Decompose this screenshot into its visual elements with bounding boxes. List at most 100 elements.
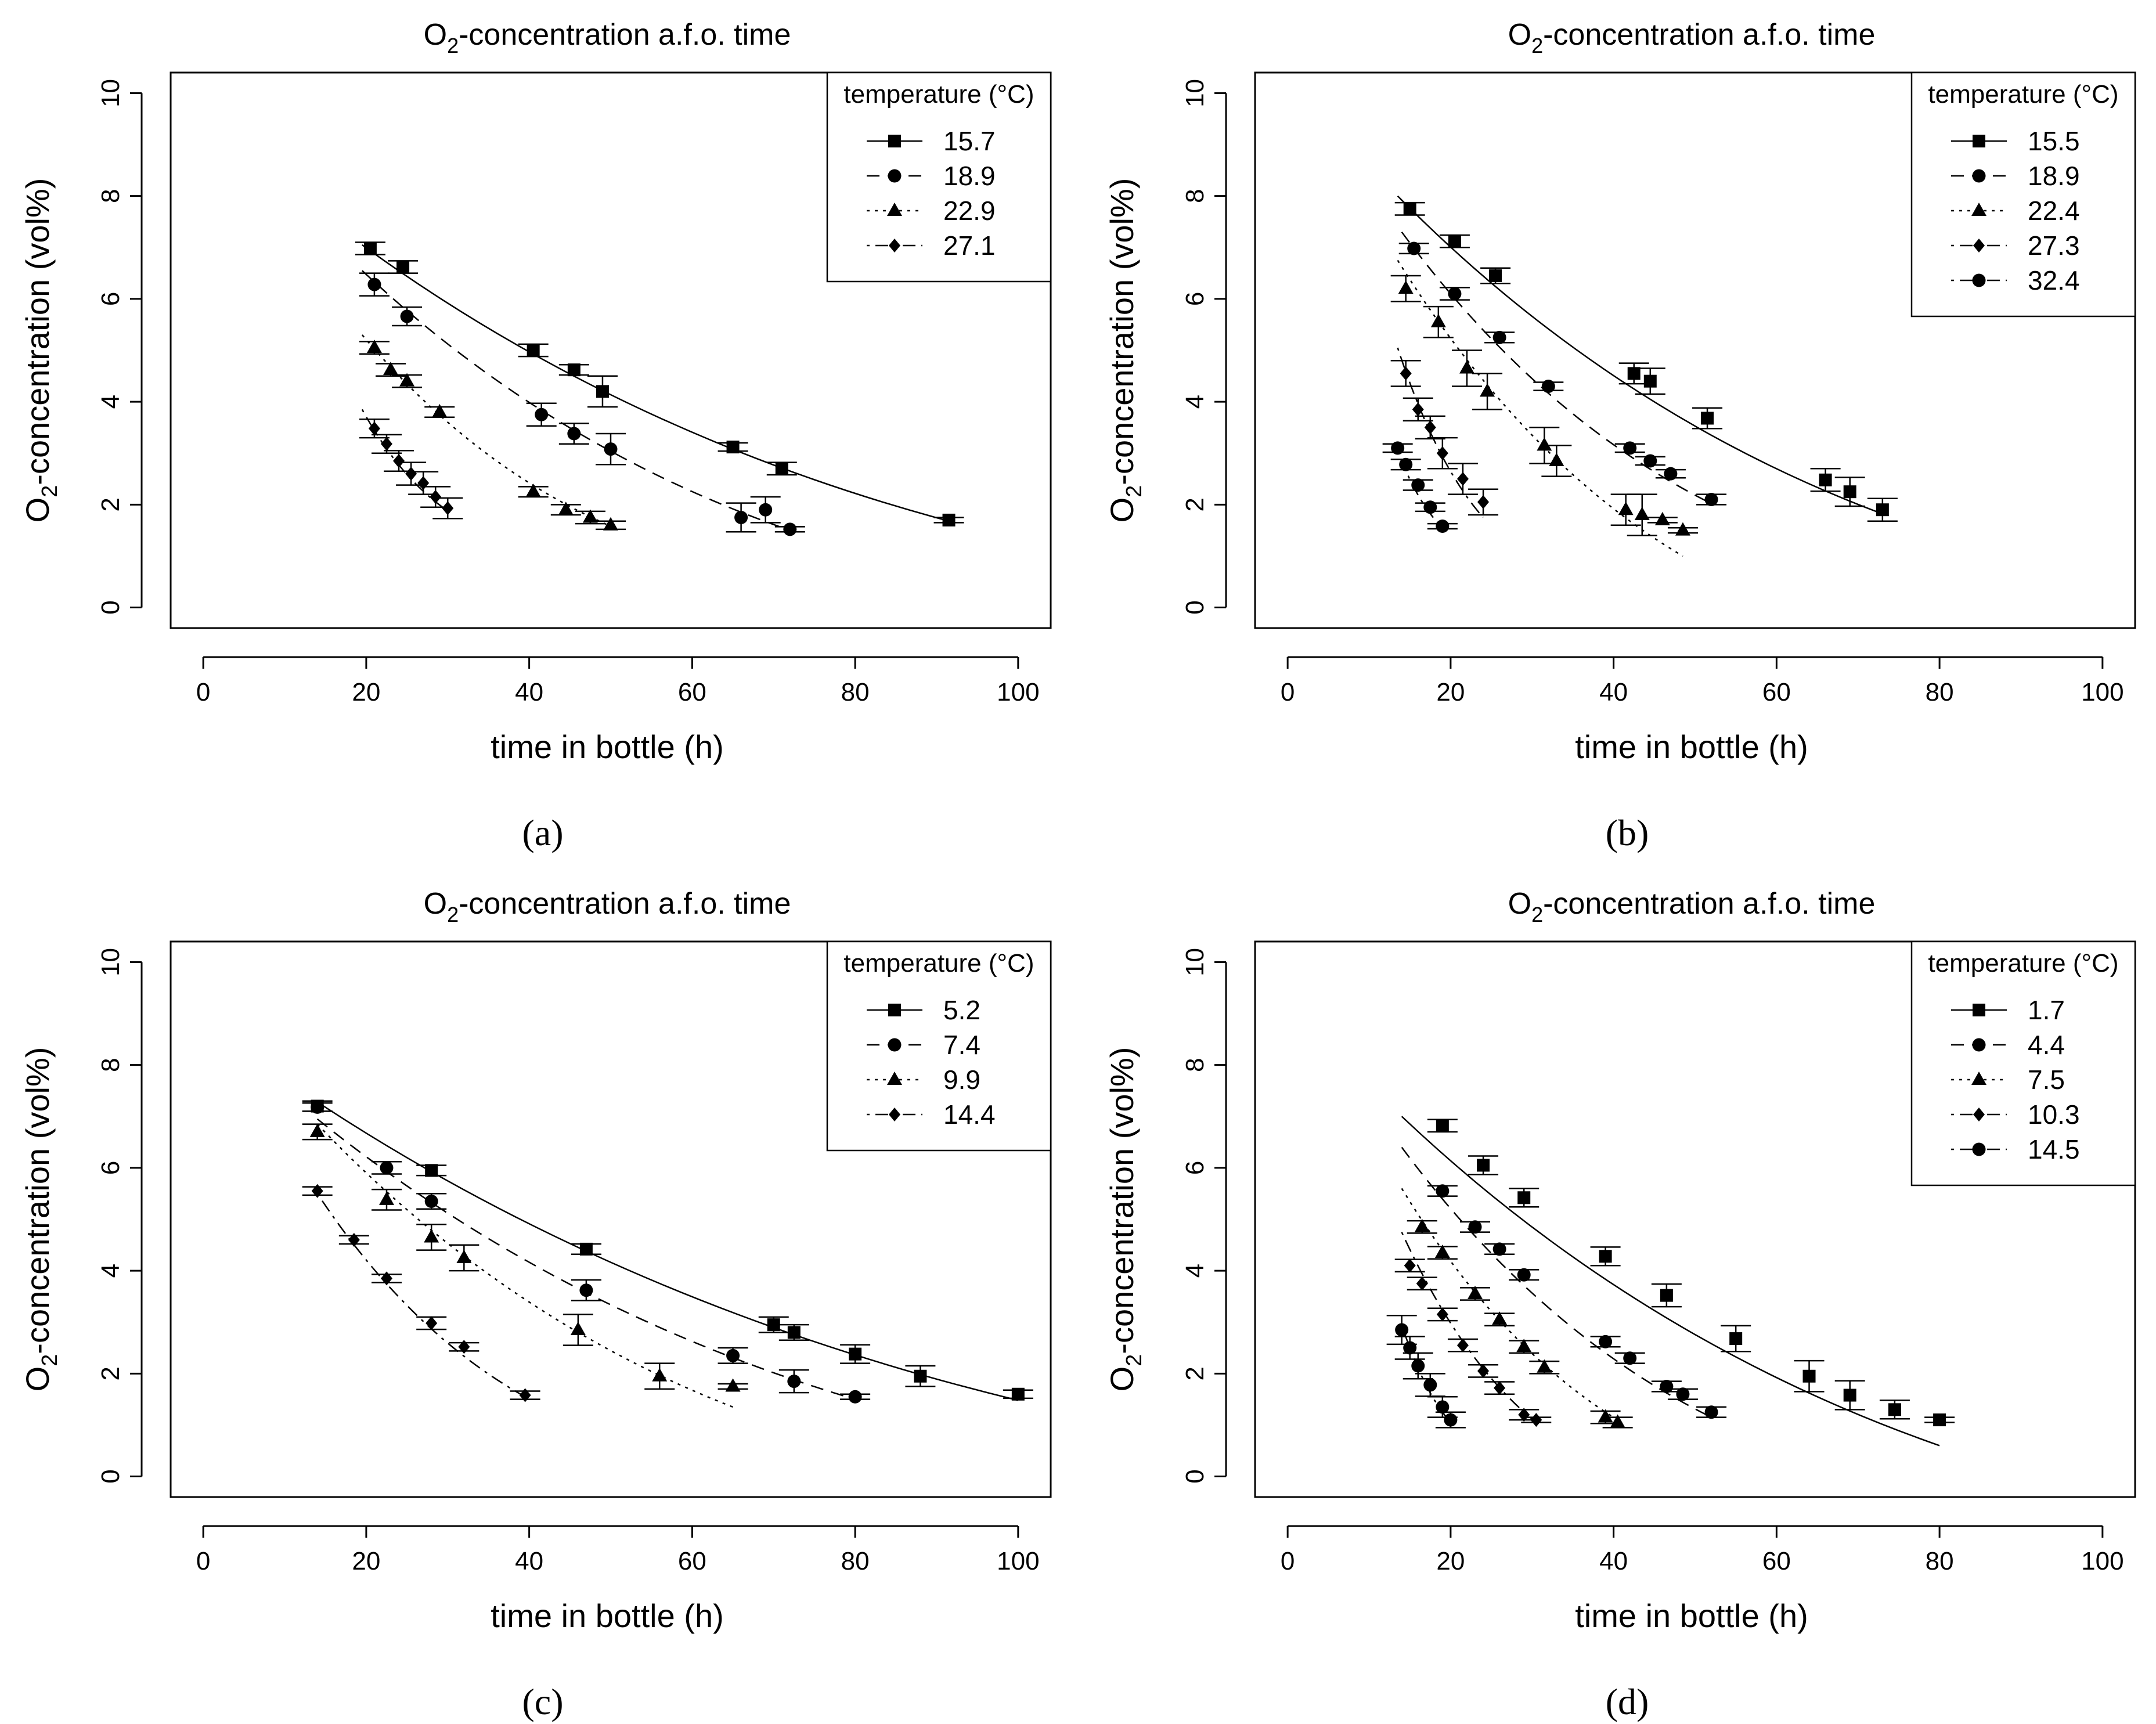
y-axis-title-sub: 2 <box>1122 485 1146 497</box>
data-point <box>1675 522 1690 536</box>
data-point <box>579 1242 593 1256</box>
data-point <box>1436 520 1450 533</box>
legend-marker <box>889 1108 900 1121</box>
data-point <box>1704 1405 1718 1419</box>
data-point <box>1436 1119 1449 1132</box>
legend-marker <box>1971 1072 1986 1085</box>
data-point <box>368 421 380 436</box>
legend-label: 14.5 <box>2028 1134 2080 1164</box>
y-axis-title-main: O <box>19 1366 56 1392</box>
fit-curve <box>316 1193 526 1398</box>
data-point <box>425 1164 438 1177</box>
y-tick-label: 2 <box>1181 1366 1209 1380</box>
data-point <box>1676 1387 1690 1401</box>
data-point <box>424 1229 439 1243</box>
data-point <box>1391 441 1405 455</box>
data-point <box>767 1318 780 1332</box>
data-point <box>430 490 442 504</box>
data-point <box>849 1347 862 1361</box>
data-point <box>942 513 956 526</box>
legend-marker <box>1973 239 1985 253</box>
fit-curve <box>1401 1116 1940 1447</box>
legend-label: 18.9 <box>2028 161 2080 191</box>
data-point <box>383 362 398 376</box>
y-axis-title: O2-concentration (vol%) <box>19 178 62 523</box>
x-tick-label: 100 <box>2081 1547 2123 1575</box>
plot-frame <box>1254 940 2136 1498</box>
data-point <box>1434 1245 1450 1258</box>
data-point <box>1643 454 1657 468</box>
legend-label: 15.5 <box>2028 126 2080 156</box>
y-tick-label: 6 <box>96 292 125 306</box>
series-4 <box>1394 1232 1552 1427</box>
data-point <box>1416 1276 1428 1291</box>
x-tick-label: 40 <box>1599 1547 1628 1575</box>
series-4 <box>359 409 463 520</box>
data-point <box>582 509 598 523</box>
y-axis-title-rest: -concentration (vol%) <box>1104 1047 1140 1354</box>
legend-label: 14.4 <box>943 1099 996 1130</box>
y-tick-label: 10 <box>1181 79 1209 107</box>
legend-marker <box>1973 135 1985 147</box>
data-point <box>1518 1408 1530 1422</box>
data-point <box>535 407 549 421</box>
chart-title-main: O <box>424 887 447 921</box>
data-point <box>311 1100 325 1114</box>
data-point <box>1819 473 1832 486</box>
data-point <box>1517 1191 1531 1204</box>
data-point <box>1459 360 1474 374</box>
data-point <box>1403 202 1416 215</box>
x-tick-label: 60 <box>678 678 706 706</box>
legend-label: 18.9 <box>943 161 996 191</box>
chart-title-main: O <box>424 18 447 52</box>
y-tick-label: 8 <box>96 1058 125 1072</box>
series-4 <box>1390 347 1499 518</box>
chart-title-main: O <box>1508 887 1531 921</box>
data-point <box>1843 485 1856 499</box>
y-axis-title: O2-concentration (vol%) <box>19 1047 62 1392</box>
chart-title: O2-concentration a.f.o. time <box>424 18 791 57</box>
series-1 <box>1401 1116 1955 1447</box>
series-1 <box>1394 195 1898 522</box>
legend-label: 1.7 <box>2028 995 2065 1025</box>
data-point <box>1399 457 1413 471</box>
data-point <box>1888 1403 1901 1416</box>
fit-curve <box>316 1123 734 1408</box>
chart-title-sub: 2 <box>447 34 459 57</box>
data-point <box>1610 1414 1625 1428</box>
data-point <box>1660 1289 1673 1302</box>
data-point <box>1492 1311 1508 1325</box>
data-point <box>1436 1184 1450 1198</box>
legend-label: 32.4 <box>2028 265 2080 295</box>
data-point <box>567 363 581 377</box>
data-point <box>424 1194 438 1208</box>
data-point <box>1411 478 1425 492</box>
data-point <box>1444 1413 1458 1427</box>
data-point <box>848 1390 862 1404</box>
data-point <box>1448 235 1461 248</box>
chart-title-sub: 2 <box>1531 34 1543 57</box>
data-point <box>604 442 618 456</box>
y-axis-title: O2-concentration (vol%) <box>1104 178 1146 523</box>
data-point <box>1403 1341 1417 1355</box>
y-axis-title: O2-concentration (vol%) <box>1104 1047 1146 1392</box>
data-point <box>1654 511 1670 525</box>
x-tick-label: 100 <box>2081 678 2123 706</box>
y-tick-label: 4 <box>96 395 125 409</box>
plot-frame <box>170 71 1052 629</box>
y-tick-label: 10 <box>96 79 125 107</box>
data-point <box>1404 1258 1416 1273</box>
data-point <box>759 503 773 517</box>
data-point <box>1480 383 1495 397</box>
y-tick-label: 6 <box>1181 292 1209 306</box>
x-tick-label: 20 <box>352 1547 380 1575</box>
data-point <box>726 1348 740 1362</box>
data-point <box>1424 420 1436 435</box>
y-axis-title-rest: -concentration (vol%) <box>19 1047 56 1354</box>
y-tick-label: 8 <box>1181 1058 1209 1072</box>
y-axis-title-main: O <box>1104 1366 1140 1392</box>
data-point <box>309 1123 325 1137</box>
data-point <box>1411 1359 1425 1373</box>
